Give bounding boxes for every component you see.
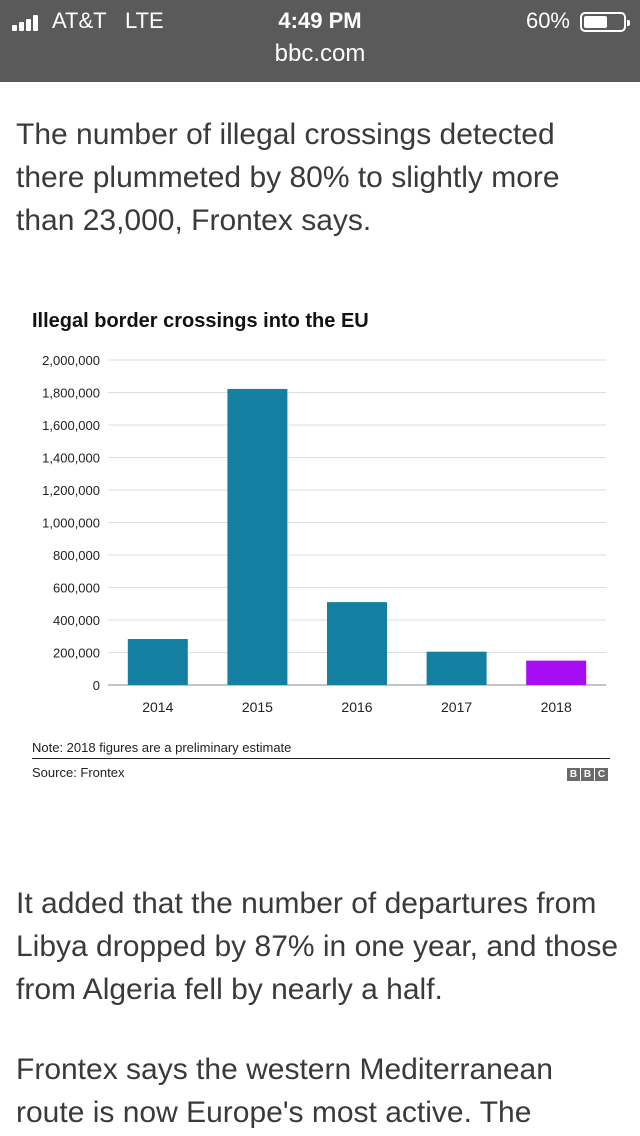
x-tick-label: 2015 <box>242 699 273 715</box>
bar-2016 <box>327 602 387 685</box>
y-tick-label: 200,000 <box>53 646 100 661</box>
x-tick-label: 2014 <box>142 699 173 715</box>
y-tick-label: 1,600,000 <box>42 418 100 433</box>
bar-2014 <box>127 639 188 685</box>
carrier-network: AT&T LTE <box>52 8 164 34</box>
bar-chart: 0 200,000 400,000 600,000 800,000 1,000,000 1,… <box>42 353 606 715</box>
article-paragraph: Frontex says the western Mediterranean r… <box>16 1053 553 1129</box>
chart-source: Source: Frontex <box>32 765 125 780</box>
signal-strength-icon <box>12 15 46 31</box>
battery-icon <box>580 12 630 32</box>
clock: 4:49 PM <box>278 8 362 33</box>
address-bar[interactable]: bbc.com <box>274 40 366 67</box>
network-type: LTE <box>124 8 164 33</box>
browser-top-bar: AT&T LTE 4:49 PM 60% bbc.com <box>0 0 640 82</box>
y-tick-label: 800,000 <box>53 548 100 563</box>
y-tick-label: 2,000,000 <box>42 353 100 368</box>
y-tick-label: 1,400,000 <box>42 451 100 466</box>
y-tick-label: 0 <box>93 678 100 693</box>
chart-note: Note: 2018 figures are a preliminary est… <box>32 740 292 755</box>
article-paragraph: The number of illegal crossings detected… <box>16 118 560 237</box>
divider <box>32 758 610 759</box>
bar-2017 <box>426 651 487 685</box>
status-bar: AT&T LTE 4:49 PM 60% <box>0 8 640 36</box>
y-tick-label: 600,000 <box>53 581 100 596</box>
y-tick-label: 1,200,000 <box>42 483 100 498</box>
x-tick-label: 2018 <box>541 699 572 715</box>
bbc-logo-letter: C <box>595 768 608 781</box>
bbc-logo-letter: B <box>567 768 580 781</box>
bbc-logo-letter: B <box>581 768 594 781</box>
y-tick-label: 1,000,000 <box>42 516 100 531</box>
bar-2018 <box>526 660 587 685</box>
article-paragraph: It added that the number of departures f… <box>16 887 619 1006</box>
x-tick-label: 2016 <box>341 699 372 715</box>
x-tick-label: 2017 <box>441 699 472 715</box>
bar-2015 <box>227 388 288 685</box>
y-tick-label: 1,800,000 <box>42 386 100 401</box>
chart-title: Illegal border crossings into the EU <box>32 310 369 332</box>
battery-percent: 60% <box>525 8 570 33</box>
y-tick-label: 400,000 <box>53 613 100 628</box>
carrier-name: AT&T <box>52 8 107 33</box>
battery-fill <box>584 16 607 28</box>
